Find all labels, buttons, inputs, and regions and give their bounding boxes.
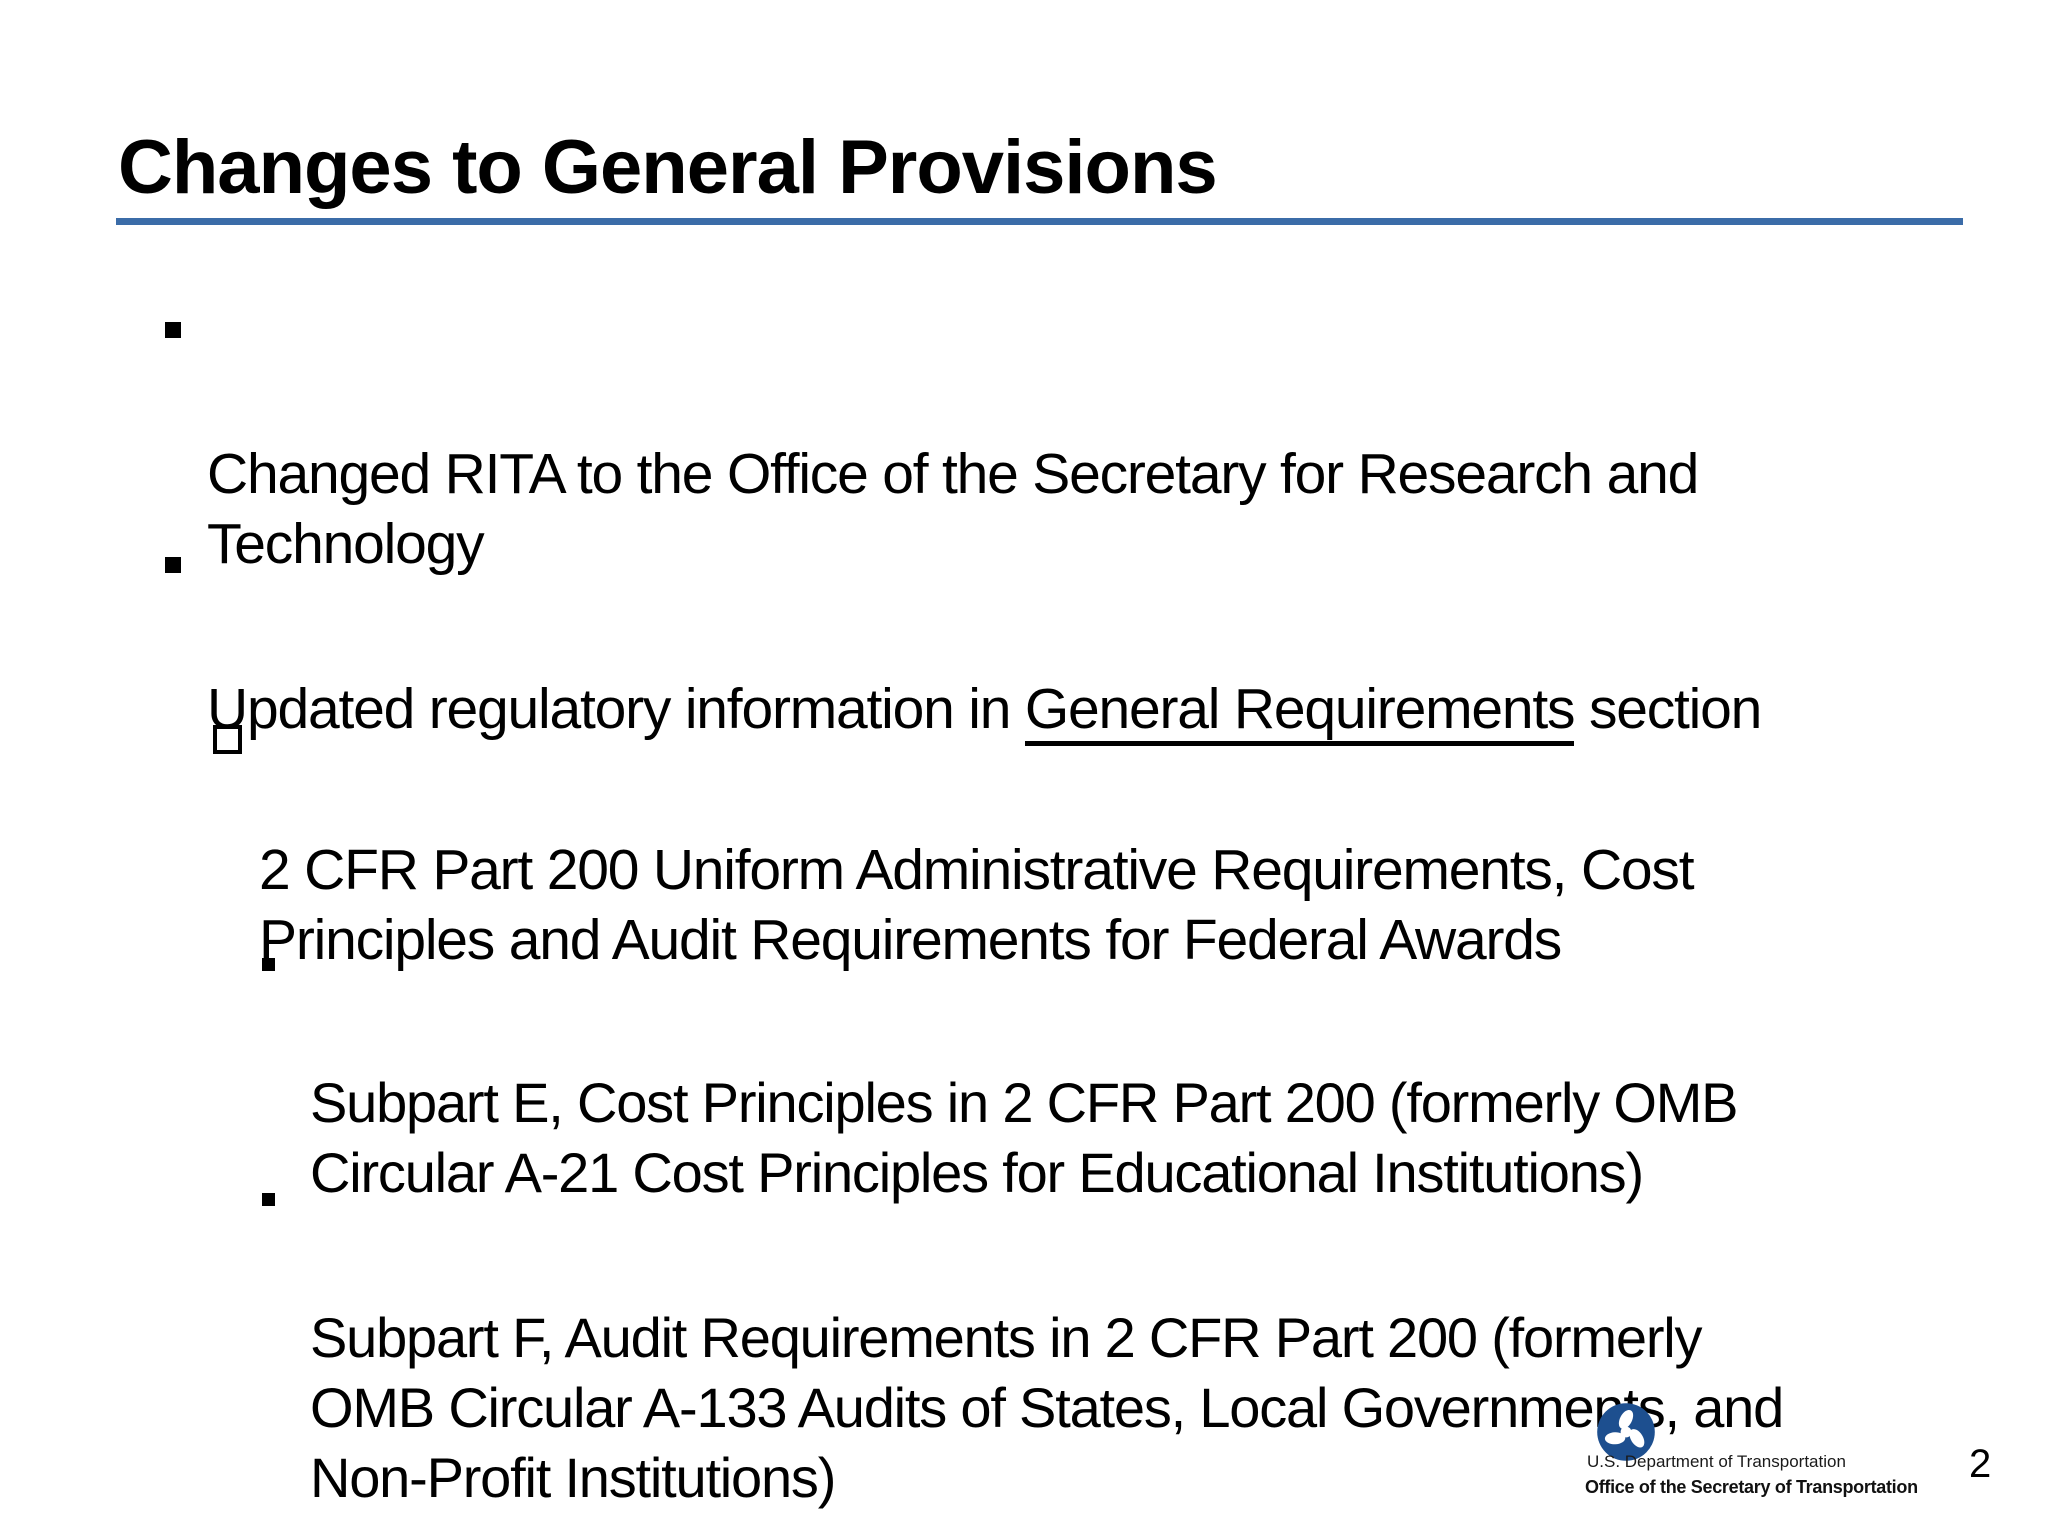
bullet-text: 2 CFR Part 200 Uniform Administrative Re… bbox=[259, 838, 1695, 972]
bullet-small-square-icon bbox=[262, 958, 275, 971]
bullet-item-regulatory-update: Updated regulatory information in Genera… bbox=[165, 534, 1762, 746]
bullet-text: Changed RITA to the Office of the Secret… bbox=[207, 442, 1699, 576]
bullet-text-post: section bbox=[1574, 677, 1762, 741]
sub-bullet-item-2cfr200: 2 CFR Part 200 Uniform Administrative Re… bbox=[213, 695, 1695, 975]
bullet-text-pre: Updated regulatory information in bbox=[207, 677, 1025, 741]
bullet-text: Subpart F, Audit Requirements in 2 CFR P… bbox=[310, 1306, 1784, 1509]
footer-agency-label: U.S. Department of Transportation bbox=[1587, 1452, 1846, 1471]
page-number: 2 bbox=[1969, 1442, 1992, 1486]
footer-office-label: Office of the Secretary of Transportatio… bbox=[1585, 1477, 1918, 1497]
bullet-text: Subpart E, Cost Principles in 2 CFR Part… bbox=[310, 1071, 1739, 1204]
bullet-small-square-icon bbox=[262, 1193, 275, 1206]
bullet-square-icon bbox=[165, 557, 181, 573]
general-requirements-underlined-text: General Requirements bbox=[1024, 677, 1576, 746]
title-underline-rule bbox=[116, 218, 1963, 225]
slide-title: Changes to General Provisions bbox=[118, 125, 1218, 210]
usdot-logo-icon bbox=[1597, 1403, 1655, 1461]
sub-bullet-item-subpart-e: Subpart E, Cost Principles in 2 CFR Part… bbox=[262, 928, 1739, 1208]
sub-bullet-item-subpart-f: Subpart F, Audit Requirements in 2 CFR P… bbox=[262, 1163, 1784, 1513]
bullet-hollow-square-icon bbox=[213, 725, 242, 754]
bullet-item-rita-change: Changed RITA to the Office of the Secret… bbox=[165, 299, 1699, 579]
bullet-square-icon bbox=[165, 322, 181, 338]
